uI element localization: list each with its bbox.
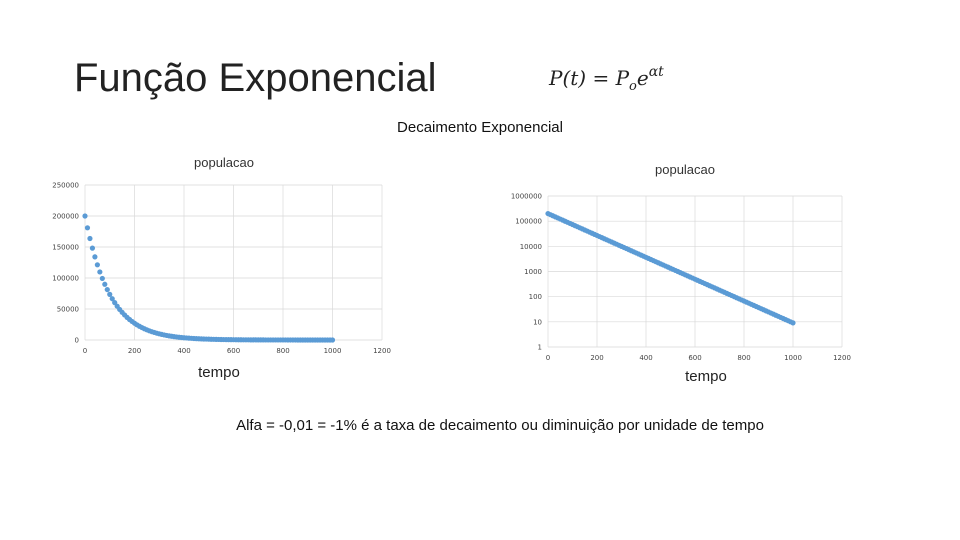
log-chart-ytick-label: 100000 xyxy=(515,218,542,226)
formula-sub: o xyxy=(629,79,637,94)
linear-chart-point xyxy=(104,286,110,293)
log-chart-ytick-label: 10 xyxy=(533,318,542,326)
log-chart-xtick-label: 1200 xyxy=(833,354,851,362)
linear-chart-point xyxy=(102,281,108,287)
linear-chart-point xyxy=(89,245,96,251)
caption: Alfa = -0,01 = -1% é a taxa de decaiment… xyxy=(236,417,764,434)
linear-chart-ytick-label: 0 xyxy=(75,337,79,345)
linear-chart-point xyxy=(97,269,103,275)
linear-chart-xtick-label: 600 xyxy=(227,347,240,355)
linear-chart-ytick-label: 50000 xyxy=(57,306,79,314)
log-chart-xtick-label: 0 xyxy=(546,354,550,362)
linear-chart-point xyxy=(99,275,105,282)
log-chart-ytick-label: 1000000 xyxy=(511,193,542,201)
linear-chart-xtick-label: 0 xyxy=(83,347,87,355)
formula-exponent: αt xyxy=(648,64,664,80)
log-chart-ytick-label: 1000 xyxy=(524,268,542,276)
log-chart-point xyxy=(790,320,796,326)
formula: P(t) = Poeαt xyxy=(549,64,664,94)
log-chart-xtick-label: 400 xyxy=(639,354,652,362)
formula-e: e xyxy=(636,66,649,90)
linear-chart-xtick-label: 800 xyxy=(276,347,289,355)
linear-chart-point xyxy=(94,262,100,268)
linear-chart-xlabel: tempo xyxy=(198,364,240,381)
linear-chart-point xyxy=(329,337,336,343)
linear-chart-xtick-label: 1000 xyxy=(324,347,342,355)
log-chart-ytick-label: 100 xyxy=(529,293,542,301)
linear-chart-point xyxy=(107,291,113,297)
formula-lhs: P(t) = xyxy=(549,66,616,90)
log-chart-xtick-label: 200 xyxy=(590,354,603,362)
linear-chart-ytick-label: 200000 xyxy=(52,213,79,221)
linear-chart-xtick-label: 400 xyxy=(177,347,190,355)
linear-chart-point xyxy=(82,213,88,219)
log-chart-xtick-label: 800 xyxy=(737,354,750,362)
log-chart-xtick-label: 1000 xyxy=(784,354,802,362)
log-chart-ytick-label: 10000 xyxy=(520,243,542,251)
page-title: Função Exponencial xyxy=(74,56,437,100)
linear-chart-xtick-label: 200 xyxy=(128,347,141,355)
log-chart-title: populacao xyxy=(655,162,715,177)
linear-chart-ytick-label: 150000 xyxy=(52,244,79,252)
formula-base: P xyxy=(615,66,630,90)
subtitle: Decaimento Exponencial xyxy=(397,119,563,136)
linear-chart-title: populacao xyxy=(194,155,254,170)
log-chart-xtick-label: 600 xyxy=(688,354,701,362)
linear-chart-point xyxy=(87,235,93,242)
log-chart-ytick-label: 1 xyxy=(538,344,542,352)
linear-chart-ytick-label: 250000 xyxy=(52,182,79,190)
log-chart-xlabel: tempo xyxy=(685,368,727,385)
linear-chart-point xyxy=(92,254,98,260)
linear-chart-point xyxy=(109,296,115,302)
linear-chart-xtick-label: 1200 xyxy=(373,347,391,355)
linear-chart-point xyxy=(84,225,91,231)
linear-chart-ytick-label: 100000 xyxy=(52,275,79,283)
